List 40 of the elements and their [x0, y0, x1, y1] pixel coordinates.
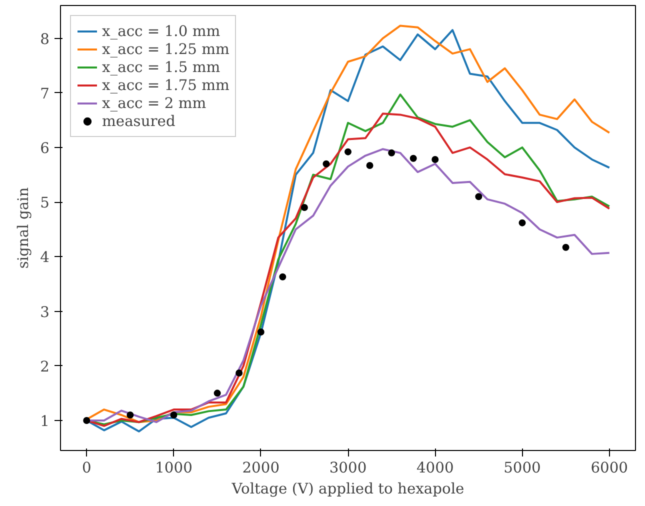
x-axis-title: Voltage (V) applied to hexapole — [230, 480, 464, 498]
point — [83, 416, 90, 424]
x-tick-label: 5000 — [504, 460, 541, 476]
x-tick-label: 3000 — [329, 460, 367, 476]
point — [236, 369, 243, 376]
point — [475, 193, 482, 200]
y-tick-label: 3 — [40, 304, 50, 321]
legend-label: x_acc = 1.0 mm — [102, 22, 220, 40]
x-tick-label: 1000 — [155, 460, 192, 476]
point — [257, 328, 264, 336]
point — [410, 154, 417, 162]
legend-label: x_acc = 1.25 mm — [102, 40, 230, 58]
point — [214, 390, 221, 397]
x-tick-label: 6000 — [590, 460, 628, 476]
y-axis-title: signal gain — [15, 186, 32, 269]
point — [300, 204, 308, 212]
point — [562, 244, 570, 251]
point — [366, 162, 374, 169]
legend-label: x_acc = 1.5 mm — [102, 58, 220, 76]
y-tick-label: 4 — [40, 249, 50, 266]
point — [170, 412, 178, 419]
y-tick-label: 5 — [40, 194, 50, 212]
y-tick-label: 7 — [40, 85, 50, 102]
x-tick-label: 2000 — [242, 460, 280, 476]
x-tick-label: 0 — [82, 460, 92, 476]
point — [322, 160, 330, 168]
point — [518, 219, 526, 226]
legend-label: x_acc = 2 mm — [102, 94, 206, 112]
point — [279, 273, 286, 280]
point — [126, 412, 134, 419]
legend-label: measured — [102, 112, 176, 130]
point — [388, 149, 396, 156]
legend-label: x_acc = 1.75 mm — [102, 76, 230, 94]
y-tick-label: 6 — [40, 140, 50, 157]
y-tick-label: 1 — [40, 412, 50, 430]
y-tick-label: 8 — [40, 30, 50, 48]
point — [344, 148, 352, 156]
x-tick-label: 4000 — [416, 460, 454, 476]
point — [432, 156, 439, 163]
y-tick-label: 2 — [40, 358, 50, 376]
